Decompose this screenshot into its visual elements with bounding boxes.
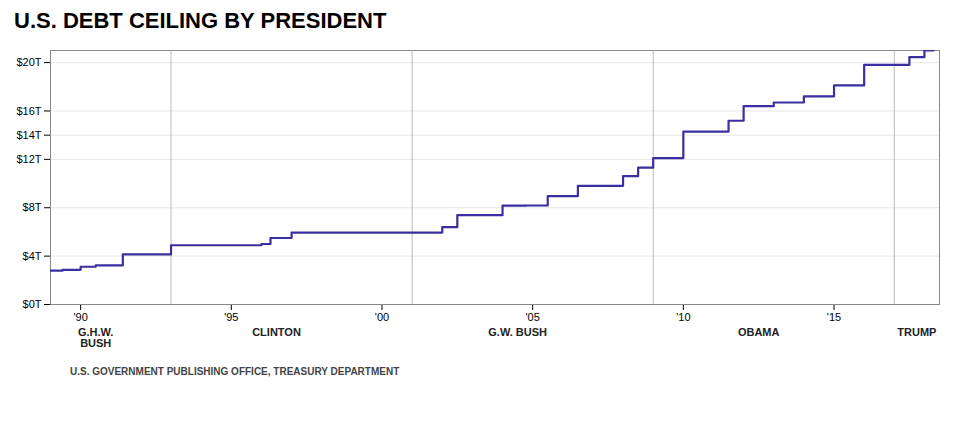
svg-text:$20T: $20T: [16, 56, 41, 68]
svg-text:CLINTON: CLINTON: [252, 326, 301, 338]
svg-text:TRUMP: TRUMP: [897, 326, 936, 338]
svg-text:G.W. BUSH: G.W. BUSH: [488, 326, 547, 338]
svg-text:'95: '95: [224, 311, 238, 323]
svg-text:OBAMA: OBAMA: [738, 326, 780, 338]
svg-text:$8T: $8T: [23, 201, 42, 213]
svg-text:$16T: $16T: [16, 104, 41, 116]
svg-text:$14T: $14T: [16, 129, 41, 141]
svg-text:'05: '05: [525, 311, 539, 323]
svg-text:'00: '00: [375, 311, 389, 323]
svg-text:G.H.W.BUSH: G.H.W.BUSH: [78, 326, 113, 349]
html-text:U.S. GOVERNMENT PUBLISHING OFF: U.S. GOVERNMENT PUBLISHING OFFICE, TREAS…: [70, 366, 400, 377]
svg-text:$0T: $0T: [23, 298, 42, 310]
svg-text:'90: '90: [73, 311, 87, 323]
svg-text:'10: '10: [676, 311, 690, 323]
svg-text:$4T: $4T: [23, 250, 42, 262]
svg-text:$12T: $12T: [16, 153, 41, 165]
html-text:U.S. DEBT CEILING BY PRESIDENT: U.S. DEBT CEILING BY PRESIDENT: [14, 8, 387, 33]
svg-text:'15: '15: [827, 311, 841, 323]
